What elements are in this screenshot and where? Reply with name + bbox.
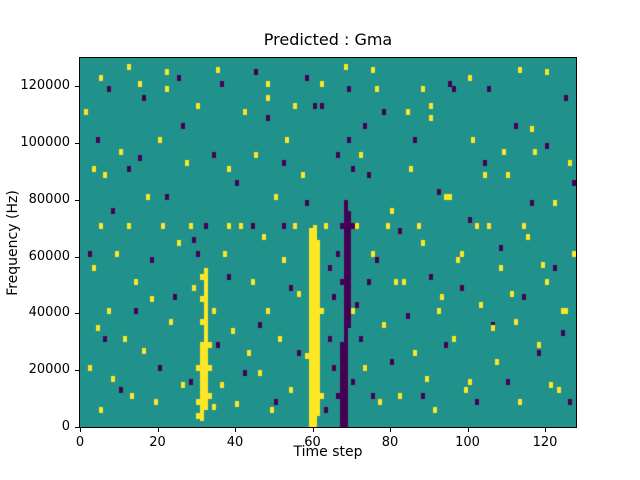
x-tick-label: 100 [455, 435, 480, 450]
y-tick-label: 120000 [20, 78, 70, 94]
y-tick-label: 20000 [28, 362, 70, 378]
x-tick-mark [390, 428, 391, 432]
x-tick-label: 0 [75, 435, 85, 450]
y-tick-mark [75, 256, 79, 258]
y-tick-mark [75, 86, 79, 88]
x-tick-label: 40 [226, 435, 244, 450]
heatmap-plot [79, 57, 577, 428]
y-tick-label: 60000 [28, 248, 70, 264]
x-tick-mark [312, 428, 314, 432]
y-tick-label: 100000 [20, 135, 70, 151]
x-tick-mark [467, 428, 469, 432]
x-tick-mark [157, 428, 159, 432]
x-tick-label: 20 [149, 435, 166, 450]
x-tick-mark [80, 428, 81, 432]
y-tick-mark [75, 370, 79, 372]
y-tick-mark [75, 427, 79, 428]
y-tick-label: 80000 [28, 191, 70, 207]
x-tick-label: 60 [304, 435, 321, 450]
y-tick-mark [75, 199, 79, 201]
chart-title: Predicted : Gma [263, 30, 393, 49]
x-tick-mark [235, 428, 236, 432]
y-tick-mark [75, 313, 79, 315]
x-axis-label: Time step [293, 444, 363, 460]
y-tick-label: 0 [61, 419, 70, 434]
y-tick-mark [75, 143, 79, 145]
x-tick-mark [545, 428, 546, 432]
x-tick-label: 80 [381, 435, 399, 450]
y-tick-label: 40000 [28, 305, 70, 321]
x-tick-label: 120 [532, 435, 558, 450]
